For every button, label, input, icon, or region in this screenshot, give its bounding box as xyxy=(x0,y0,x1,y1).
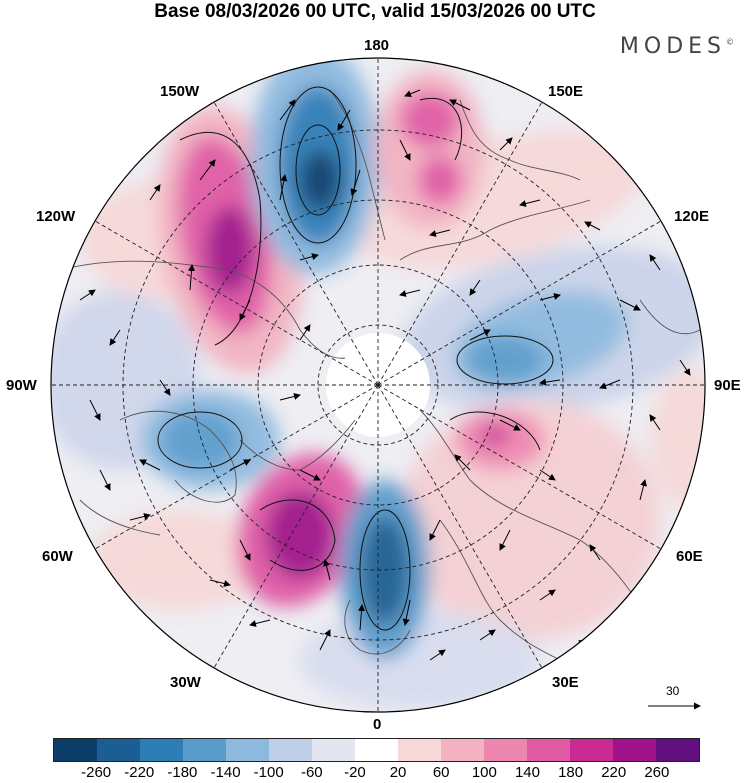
colorbar-tick-label: -20 xyxy=(344,764,366,781)
colorbar-tick-label: 20 xyxy=(389,764,407,781)
colorbar-swatch xyxy=(226,739,269,761)
label-90e: 90E xyxy=(714,377,741,394)
colorbar-swatch xyxy=(140,739,183,761)
colorbar-tick-label: -220 xyxy=(124,764,155,781)
label-150e: 150E xyxy=(548,83,584,100)
colorbar-tick-label: -180 xyxy=(167,764,198,781)
colorbar-swatch xyxy=(355,739,398,761)
colorbar-swatch xyxy=(54,739,97,761)
colorbar-swatch xyxy=(97,739,140,761)
colorbar-tick-label: 180 xyxy=(558,764,584,781)
colorbar-tick-label: -140 xyxy=(210,764,241,781)
colorbar xyxy=(53,738,700,762)
label-60e: 60E xyxy=(676,548,703,565)
colorbar-tick-label: -100 xyxy=(253,764,284,781)
colorbar-tick-label: 60 xyxy=(432,764,450,781)
colorbar-tick-label: 100 xyxy=(471,764,497,781)
label-90w: 90W xyxy=(6,377,37,394)
colorbar-swatch xyxy=(484,739,527,761)
copyright-mark: © xyxy=(726,37,734,47)
colorbar-swatch xyxy=(183,739,226,761)
label-150w: 150W xyxy=(160,83,200,100)
colorbar-tick-label: -60 xyxy=(300,764,323,781)
label-30e: 30E xyxy=(552,674,579,691)
label-180: 180 xyxy=(364,37,390,54)
modes-logo-text: MODES xyxy=(619,34,726,59)
label-0: 0 xyxy=(373,716,382,733)
colorbar-tick-label: 220 xyxy=(601,764,627,781)
modes-logo: MODES© xyxy=(620,34,734,59)
colorbar-tick-label: 260 xyxy=(644,764,670,781)
reference-vector-label: 30 xyxy=(666,684,680,698)
colorbar-tick-label: -260 xyxy=(81,764,112,781)
wind-vectors xyxy=(79,89,691,661)
colorbar-swatch xyxy=(570,739,613,761)
colorbar-swatch xyxy=(312,739,355,761)
colorbar-swatch xyxy=(656,739,699,761)
colorbar-swatch xyxy=(527,739,570,761)
colorbar-tick-label: 140 xyxy=(514,764,540,781)
map-boundary xyxy=(50,57,706,713)
graticule xyxy=(51,58,705,712)
colorbar-swatch xyxy=(613,739,656,761)
colorbar-swatch xyxy=(269,739,312,761)
label-30w: 30W xyxy=(170,674,201,691)
colorbar-ticks: -260 -220 -180 -140 -100 -60 -20 20 60 100 140 180 2… xyxy=(53,764,700,782)
label-120e: 120E xyxy=(674,208,710,225)
anomaly-field xyxy=(51,58,705,712)
colorbar-swatch xyxy=(398,739,441,761)
label-120w: 120W xyxy=(36,208,76,225)
label-60w: 60W xyxy=(42,548,73,565)
colorbar-swatch xyxy=(441,739,484,761)
map-title: Base 08/03/2026 00 UTC, valid 15/03/2026… xyxy=(154,1,596,22)
coastlines xyxy=(59,89,701,661)
